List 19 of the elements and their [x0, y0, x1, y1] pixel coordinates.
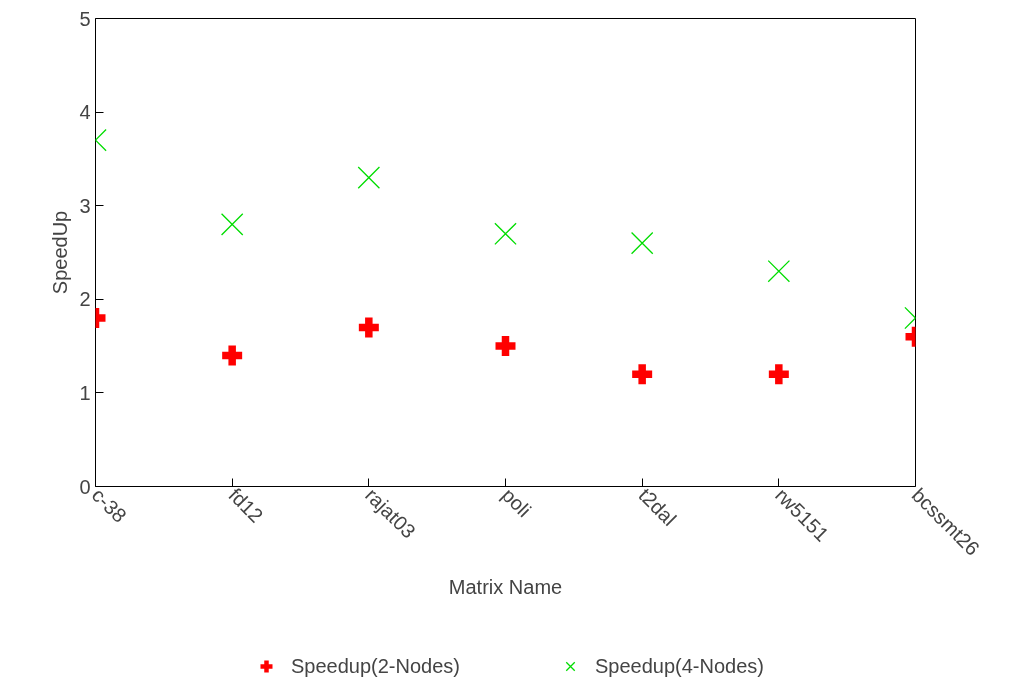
point	[632, 364, 653, 385]
y-tick-label: 0	[79, 475, 91, 498]
legend-label: Speedup(4-Nodes)	[595, 654, 764, 678]
point	[630, 231, 654, 255]
y-tick-label: 1	[79, 381, 91, 404]
y-tick-label: 3	[79, 194, 91, 217]
point	[768, 364, 789, 385]
y-axis-title: SpeedUp	[49, 210, 72, 295]
point	[357, 166, 381, 189]
point	[494, 222, 517, 246]
y-tick-label: 2	[79, 288, 91, 311]
point	[358, 317, 379, 338]
x-axis-title: Matrix Name	[448, 575, 563, 598]
y-tick-label: 4	[79, 101, 91, 124]
point	[495, 336, 516, 357]
legend-label: Speedup(2-Nodes)	[291, 654, 460, 678]
y-tick-label: 5	[79, 7, 91, 30]
point	[222, 345, 243, 366]
x-tick-label: poli	[497, 483, 536, 522]
